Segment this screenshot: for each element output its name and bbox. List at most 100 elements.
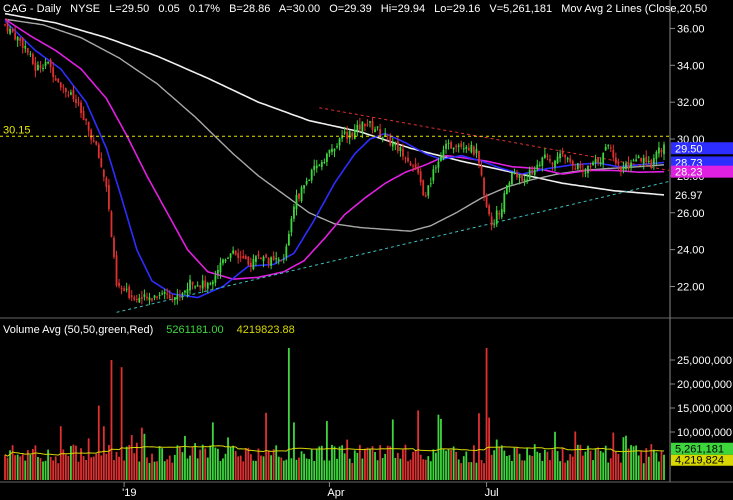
candle-body [399,147,402,152]
price-tag-label: 26.97 [675,190,703,202]
volume-bar [24,460,27,480]
volume-bar [92,456,95,480]
candle-body [475,149,478,154]
candle-body [351,132,354,137]
candle-body [6,22,9,32]
candle-body [625,163,627,169]
volume-bar [521,460,523,480]
candle-body [584,172,587,174]
candle-body [503,193,506,212]
volume-bar [318,446,321,480]
candle-body [143,294,146,297]
volume-bar [427,456,430,480]
candle-body [402,148,404,157]
volume-bar [412,451,414,480]
volume-bar [265,412,267,480]
candle-body [168,294,171,299]
candle-body [308,179,311,181]
candle-body [645,156,648,163]
candle-body [473,146,475,155]
volume-bar [146,457,148,480]
candle-body [460,143,463,147]
volume-bar [652,449,655,480]
ma200-line [4,12,665,196]
candle-body [300,187,303,202]
header-change-pct: 0.17% [189,3,220,15]
volume-bar [47,449,49,480]
volume-bar [374,452,376,480]
volume-bar [434,452,437,480]
volume-bar [429,461,432,480]
volume-bar [186,458,189,480]
header-volume: V=5,261,181 [489,3,552,15]
volume-bar [445,450,447,480]
price-tag [671,156,733,169]
volume-bar [574,431,577,480]
volume-bar [480,459,483,480]
candle-body [31,54,34,64]
price-tick-label: 26.00 [677,208,705,220]
candle-body [396,141,399,152]
trend-line-support [116,180,670,313]
candle-body [39,65,42,68]
candle-body [59,82,62,88]
candle-body [130,295,133,298]
candle-body [70,92,72,95]
price-tick-label: 22.00 [677,282,705,294]
volume-bar [275,445,278,480]
time-tick-label: Apr [327,487,344,499]
candle-body [328,149,331,154]
candle-body [87,121,90,131]
candle-body [52,67,55,78]
candle-body [252,259,255,270]
candle-body [587,166,589,174]
candle-body [184,290,186,293]
candle-body [298,193,300,199]
volume-bar [381,457,384,480]
candle-body [24,45,27,49]
volume-bar [637,455,640,480]
horizontal-line-group: 30.15 [0,124,670,137]
volume-bar [351,462,354,480]
volume-bar [211,422,214,480]
volume-bar [518,453,521,480]
volume-bar [402,449,404,480]
volume-bar [592,460,594,480]
volume-bar [19,456,22,480]
time-tick-label: '19 [122,487,136,499]
candle-body [437,161,440,168]
candle-body [123,288,126,291]
candle-body [14,32,17,40]
volume-bar [581,455,584,480]
price-tag-label: 29.50 [675,143,703,155]
candle-body [526,179,529,181]
candle-body [366,123,369,126]
volume-bar [49,456,52,480]
volume-bar [105,453,108,480]
volume-bar [39,458,42,480]
volume-bar [640,450,643,480]
volume-bar [315,449,318,480]
volume-bar [483,463,485,480]
candle-body [348,131,351,139]
candle-body [528,169,531,179]
candle-body [521,174,523,181]
volume-bar [102,426,105,480]
candle-body [181,293,184,296]
candle-body [391,142,394,147]
candle-body [189,279,191,291]
candle-body [581,169,584,172]
volume-bar [29,454,32,480]
candle-body [105,177,108,188]
volume-bar [478,413,480,480]
candle-body [49,59,52,68]
volume-bar [206,457,209,480]
volume-bar [80,448,82,480]
volume-tick-label: 15,000,000 [677,403,732,415]
candle-body [242,256,245,259]
candle-body [186,288,189,294]
volume-bar [272,449,275,480]
volume-bar [325,421,328,480]
candle-body [90,129,93,140]
